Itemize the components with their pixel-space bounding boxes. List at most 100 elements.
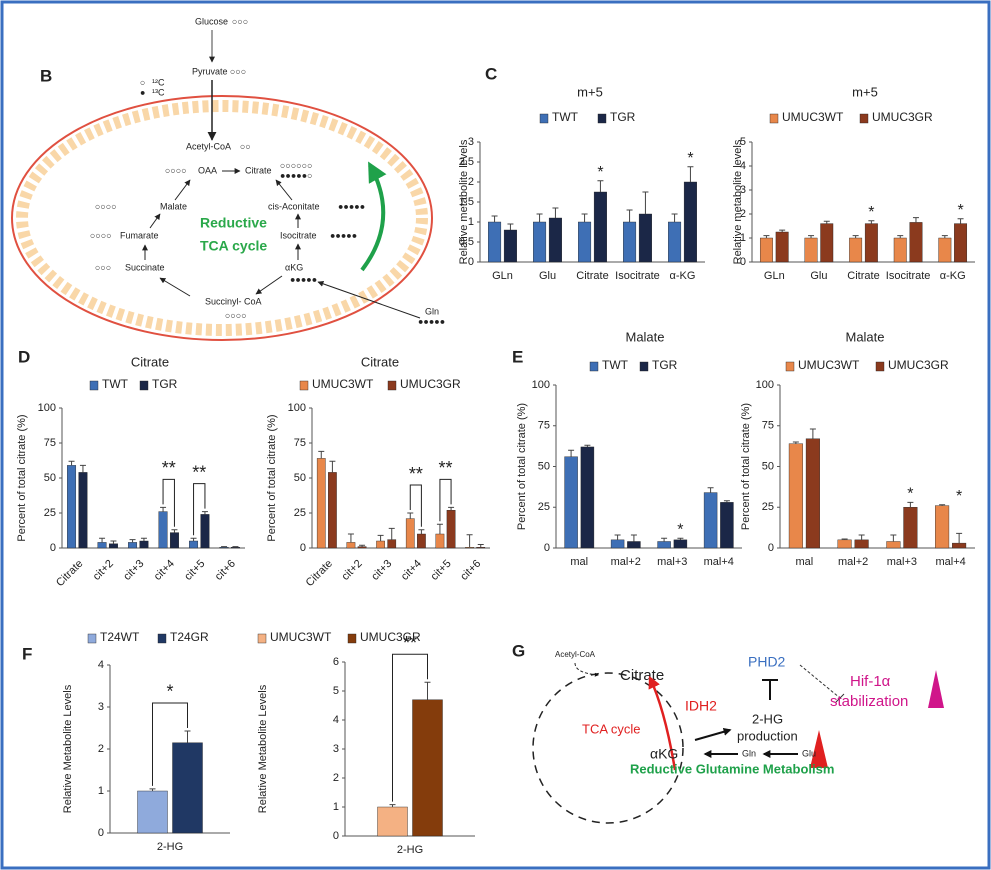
atoms: ○○○○ [225,310,247,320]
x-tick-label: cit+4 [152,558,177,583]
bar [78,472,88,549]
x-tick-label: mal+2 [838,556,868,568]
y-tick-label: 0 [740,256,746,268]
bar [952,542,967,549]
error-bar [912,217,919,223]
error-bar [552,207,559,218]
node: Fumarate [120,230,159,240]
legend-label: ¹³C [152,87,165,97]
significance: * [687,150,693,167]
y-axis-label: Percent of total citrate (%) [16,414,28,541]
significance: ** [403,633,417,653]
y-tick-label: 3 [468,136,474,148]
legend-label: UMUC3GR [360,630,421,644]
error-bar [687,166,694,182]
bar [446,510,456,549]
inhibit [799,664,841,699]
legend-swatch [139,380,149,391]
node: Citrate [620,667,664,684]
idh2-arrow [648,675,677,771]
significance: * [166,682,173,702]
bar [405,518,415,549]
bar [854,539,869,549]
error-bar [79,464,86,473]
error-bar [779,229,786,232]
error-bar [677,537,684,540]
y-axis-label: Percent of total citrate (%) [516,403,528,530]
bar [759,237,773,263]
error-bar [389,804,396,807]
error-bar [584,444,591,447]
bar [954,223,968,263]
legend-label: UMUC3WT [312,377,374,391]
x-tick-label: Citrate [576,270,608,282]
bar [387,539,397,549]
cycle [532,672,684,824]
chart-title: Citrate [131,354,169,369]
x-tick-label: α-KG [670,270,696,282]
legend-label: UMUC3GR [872,110,933,124]
bar [804,237,818,263]
atoms: ○○○ [230,66,246,76]
x-tick-label: mal+2 [611,556,641,568]
significance-bracket [392,653,428,802]
error-bar [809,428,816,439]
node: Gln [742,748,756,758]
x-tick-label: cit+2 [91,558,116,583]
y-tick-label: 0 [768,542,774,554]
node: Hif-1α [850,673,891,690]
bar [657,541,671,549]
significance: * [677,521,683,538]
y-tick-label: 6 [333,656,339,668]
x-tick-label: α-KG [940,270,966,282]
bar [788,443,803,549]
error-bar [858,534,865,540]
mitochondrion [11,95,433,341]
x-tick-label: Citrate [304,558,335,589]
error-bar [707,487,714,493]
y-tick-label: 1 [98,785,104,797]
legend-label: TGR [652,358,678,372]
membrane [16,100,428,336]
bar [893,237,907,263]
bar [67,465,77,549]
y-tick-label: 50 [294,472,306,484]
bar [578,221,592,263]
legend-label: UMUC3GR [888,358,949,372]
error-bar [140,537,147,541]
y-axis-label: Percent of total citrate (%) [266,414,278,541]
diagram-b: Glucose ○○○ Pyruvate ○○○ ○ ¹²C ● ¹³C Ace… [11,16,445,341]
bar [627,541,641,549]
flux-arrow [360,161,387,272]
significance-bracket [193,483,206,536]
error-bar [377,534,384,541]
error-bar [763,235,770,238]
y-axis-label: Relative metabolite levels [732,139,744,264]
chart-title: m+5 [577,84,603,99]
legend-label: T24WT [100,630,140,644]
significance-bracket [439,478,452,522]
node: Succinyl- CoA [205,296,262,306]
legend-label: UMUC3GR [400,377,461,391]
arrow [255,275,283,295]
x-tick-label: cit+5 [182,558,207,583]
legend-label: UMUC3WT [270,630,332,644]
significance: * [907,486,913,503]
error-bar [630,534,637,542]
enzyme: IDH2 [685,698,717,714]
bar [849,237,863,263]
significance: ** [438,458,452,478]
legend-label: TWT [102,377,129,391]
inhibit-bar [835,693,845,703]
chart-title: Malate [625,329,664,344]
legend-swatch [597,113,607,124]
bar [230,547,240,549]
bar [435,533,445,549]
y-tick-label: 0 [98,827,104,839]
y-tick-label: 3 [740,184,746,196]
error-bar [614,534,621,540]
significance: ** [409,464,423,484]
y-tick-label: 100 [532,379,550,391]
x-tick-label: mal+4 [935,556,965,568]
y-tick-label: 75 [762,420,774,432]
